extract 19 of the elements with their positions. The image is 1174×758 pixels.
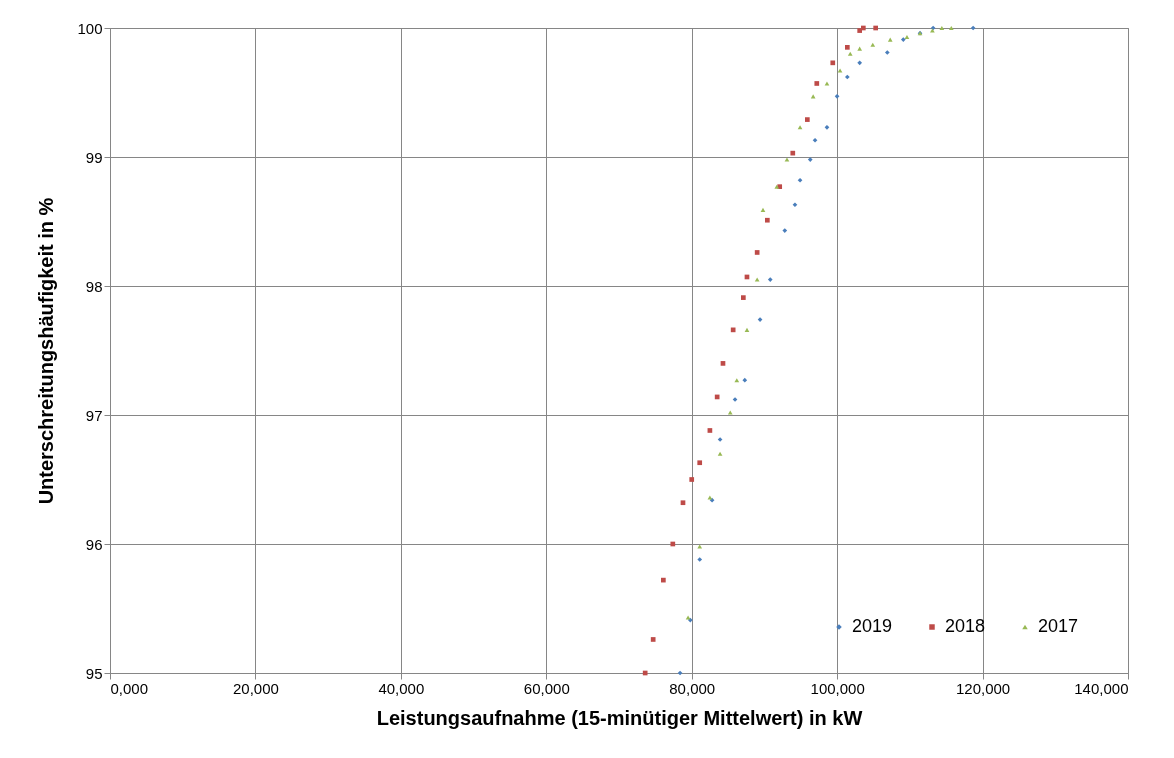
legend-label: 2017 xyxy=(1038,616,1079,636)
y-tick-label: 99 xyxy=(85,148,103,166)
y-tick-label: 95 xyxy=(85,664,103,682)
x-tick-label: 60,000 xyxy=(523,679,570,697)
y-tick-label: 96 xyxy=(85,535,103,553)
y-tick-label: 97 xyxy=(85,406,103,424)
y-axis-title: Unterschreitungshäufigkeit in % xyxy=(35,197,58,505)
y-tick-label: 100 xyxy=(77,19,103,37)
x-tick-label: 100,000 xyxy=(810,679,865,697)
legend-label: 2018 xyxy=(945,616,986,636)
x-tick-label: 120,000 xyxy=(955,679,1011,697)
x-tick-label: 80,000 xyxy=(669,679,716,697)
x-axis-title: Leistungsaufnahme (15-minütiger Mittelwert) in kW xyxy=(376,706,863,729)
x-tick-label: 20,000 xyxy=(232,679,279,697)
x-tick-label: 40,000 xyxy=(378,679,425,697)
x-tick-label: 140,000 xyxy=(1074,679,1129,697)
legend-label: 2019 xyxy=(852,616,893,636)
y-tick-label: 98 xyxy=(85,277,103,295)
x-tick-label: 0,000 xyxy=(110,679,149,697)
